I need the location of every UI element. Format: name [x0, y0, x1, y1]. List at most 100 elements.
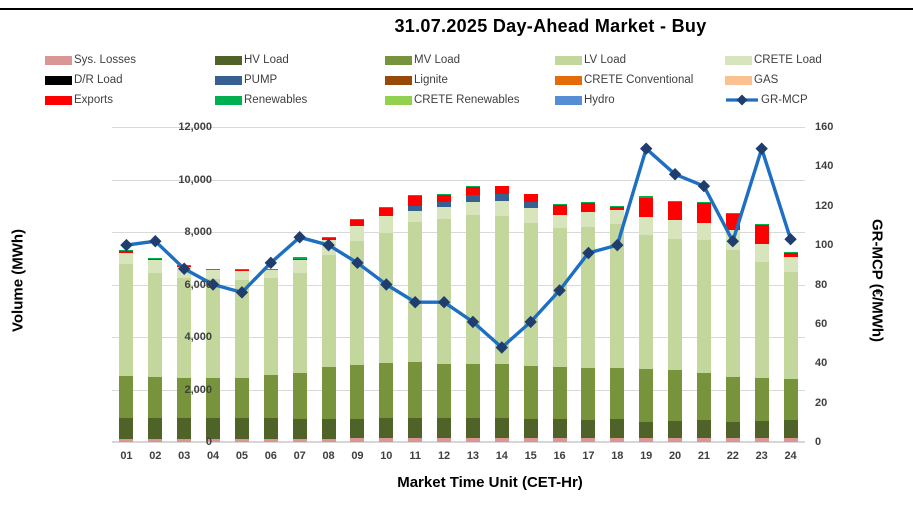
- bar-segment: [263, 417, 278, 439]
- bar-segment: [581, 438, 596, 442]
- bar-segment: [437, 438, 452, 442]
- x-axis-title: Market Time Unit (CET-Hr): [397, 474, 583, 491]
- bar-segment: [148, 259, 163, 261]
- legend-label: CRETE Load: [754, 54, 822, 66]
- bar-segment: [234, 438, 249, 442]
- chart-title: 31.07.2025 Day-Ahead Market - Buy: [394, 16, 707, 36]
- legend-swatch: [725, 75, 752, 85]
- bar-segment: [350, 218, 365, 220]
- bar-segment: [206, 438, 221, 442]
- bar-segment: [350, 241, 365, 365]
- legend-item-lv-load: LV Load: [555, 54, 725, 66]
- y-left-tick-label: 12,000: [178, 121, 212, 133]
- bar-segment: [639, 368, 654, 422]
- bar-segment: [408, 438, 423, 442]
- bar-segment: [552, 214, 567, 229]
- gridline: [112, 127, 805, 128]
- y-right-tick-label: 120: [815, 199, 834, 212]
- legend-swatch: [725, 55, 752, 65]
- bar-segment: [581, 202, 596, 204]
- x-tick-label: 08: [322, 450, 335, 462]
- gridline: [112, 232, 805, 233]
- bar-segment: [610, 207, 625, 210]
- bar-segment: [263, 270, 278, 279]
- bar-segment: [292, 258, 307, 261]
- bar-segment: [494, 186, 509, 194]
- bar-segment: [292, 260, 307, 273]
- y-left-tick-label: 2,000: [184, 383, 212, 396]
- y-axis-title-left: Volume (MWh): [9, 228, 27, 333]
- bar-segment: [523, 365, 538, 419]
- x-tick-label: 03: [178, 450, 191, 462]
- bar-segment: [263, 438, 278, 442]
- legend-swatch: [385, 75, 412, 85]
- bar-segment: [379, 216, 394, 234]
- bar-segment: [379, 207, 394, 209]
- bar-segment: [119, 417, 134, 439]
- bar-segment: [292, 419, 307, 439]
- bar-segment: [465, 438, 480, 442]
- gr-mcp-diamond-marker: [206, 278, 220, 291]
- legend-swatch: [45, 95, 72, 105]
- bar-segment: [552, 205, 567, 215]
- bar-segment: [725, 249, 740, 378]
- legend-item-hv-load: HV Load: [215, 54, 385, 66]
- bar-segment: [437, 218, 452, 364]
- x-tick-label: 10: [380, 450, 393, 462]
- bar-segment: [350, 419, 365, 439]
- bar-segment: [725, 377, 740, 422]
- bar-segment: [350, 225, 365, 242]
- bar-segment: [581, 203, 596, 213]
- legend-label: Hydro: [584, 94, 615, 106]
- x-tick-label: 13: [466, 450, 480, 462]
- bar-segment: [321, 418, 336, 439]
- bar-segment: [408, 205, 423, 211]
- bar-segment: [408, 418, 423, 439]
- legend-item-gas: GAS: [725, 74, 895, 86]
- legend-item-gr-mcp: GR-MCP: [725, 93, 895, 107]
- bar-segment: [465, 186, 480, 188]
- x-tick-label: 22: [726, 450, 739, 462]
- bar-segment: [177, 417, 192, 439]
- bar-segment: [494, 193, 509, 201]
- bar-segment: [725, 213, 740, 215]
- bar-segment: [177, 378, 192, 418]
- bar-segment: [177, 438, 192, 442]
- legend-item-exports: Exports: [45, 94, 215, 106]
- gr-mcp-line-layer: [120, 142, 797, 354]
- bar-segment: [725, 438, 740, 442]
- bar-segment: [234, 377, 249, 418]
- gr-mcp-legend-marker-svg: [726, 94, 758, 106]
- bar-segment: [610, 209, 625, 225]
- gr-mcp-diamond-marker: [495, 341, 509, 354]
- bar-segment: [610, 368, 625, 420]
- bar-segment: [523, 222, 538, 366]
- bar-segment: [379, 438, 394, 442]
- bar-segment: [292, 372, 307, 420]
- bar-segment: [783, 257, 798, 272]
- bar-segment: [696, 201, 711, 203]
- bar-segment: [408, 210, 423, 223]
- bar-segment: [292, 438, 307, 442]
- bar-segment: [234, 270, 249, 272]
- gridline: [112, 389, 805, 391]
- x-tick-label: 16: [553, 450, 566, 462]
- bar-segment: [465, 363, 480, 419]
- bar-segment: [437, 207, 452, 219]
- y-right-tick-label: 100: [815, 239, 834, 252]
- bar-segment: [206, 417, 221, 439]
- gridline: [112, 337, 805, 338]
- x-tick-label: 21: [697, 450, 711, 462]
- legend-label: LV Load: [584, 54, 626, 66]
- x-tick-label: 24: [784, 450, 797, 462]
- y-right-tick-label: 60: [815, 317, 828, 330]
- gr-mcp-diamond-marker: [264, 256, 278, 270]
- bar-segment: [639, 216, 654, 236]
- gr-mcp-diamond-marker: [293, 231, 306, 244]
- legend-item-hydro: Hydro: [555, 94, 725, 106]
- legend-swatch: [215, 75, 242, 85]
- bar-segment: [639, 421, 654, 439]
- y-right-tick-label: 140: [815, 160, 834, 173]
- legend-item-crete-renewables: CRETE Renewables: [385, 94, 555, 106]
